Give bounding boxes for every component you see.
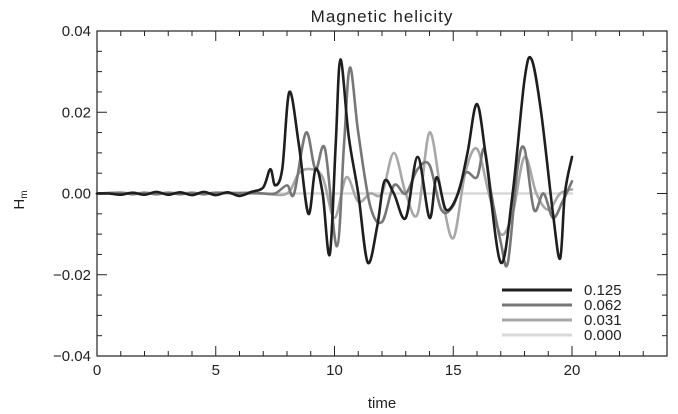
y-tick-label: 0.02 (62, 104, 91, 121)
legend-label: 0.000 (584, 327, 622, 344)
axis-ticks: 0 5 10 15 20 −0.04 −0.02 0.00 0.02 0.04 (53, 23, 667, 379)
series-layer (95, 55, 574, 268)
x-tick-label: 20 (564, 362, 581, 379)
svg-text:Hm: Hm (11, 190, 30, 209)
y-axis-title-sub: m (19, 190, 30, 198)
y-tick-label: 0.00 (62, 186, 91, 203)
x-tick-label: 15 (445, 362, 462, 379)
y-tick-label: 0.04 (62, 23, 91, 40)
x-tick-label: 5 (212, 362, 220, 379)
series-line-0.125 (95, 55, 574, 265)
legend-label: 0.062 (584, 297, 622, 314)
y-axis-title-main: H (11, 199, 28, 210)
x-axis-title: time (368, 395, 396, 412)
x-tick-label: 0 (93, 362, 101, 379)
legend-label: 0.031 (584, 312, 622, 329)
y-tick-label: −0.04 (53, 348, 91, 365)
chart-title: Magnetic helicity (311, 7, 454, 26)
legend-label: 0.125 (584, 282, 622, 299)
y-tick-label: −0.02 (53, 267, 91, 284)
x-tick-label: 10 (326, 362, 343, 379)
y-axis-title: Hm (11, 190, 30, 209)
